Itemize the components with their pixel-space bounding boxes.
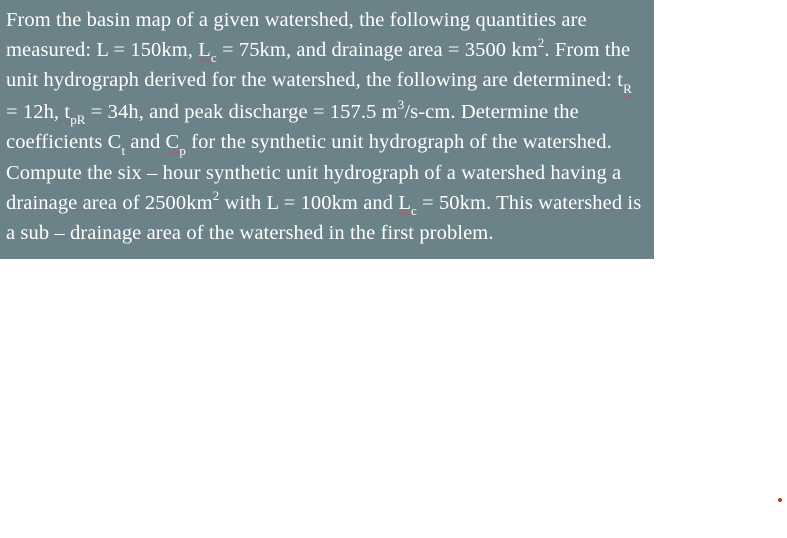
text: = 34h, and peak discharge = 157.5 m [86,101,398,123]
paragraph-2: Compute the six – hour synthetic unit hy… [6,159,646,249]
superscript: 2 [213,188,220,203]
marker-dot [778,498,782,502]
text: = 75km, and drainage area = 3500 km [217,39,538,61]
text: for the synthetic unit hydrograph of the… [186,131,612,153]
problem-text-block: From the basin map of a given watershed,… [0,0,654,259]
symbol-Ct-sub: t [121,143,125,158]
text: and [125,131,165,153]
paragraph-1: From the basin map of a given watershed,… [6,6,646,159]
symbol-tpR: tpR [64,101,85,123]
symbol-tR-sub: R [623,81,632,96]
text: with L = 100km and [219,192,398,214]
superscript: 3 [398,97,405,112]
superscript: 2 [538,35,545,50]
symbol-Cp: Cp [166,131,186,153]
symbol-Lc2: Lc [398,192,417,214]
text: = 12h, [6,101,64,123]
symbol-Lc: Lc [198,39,217,61]
